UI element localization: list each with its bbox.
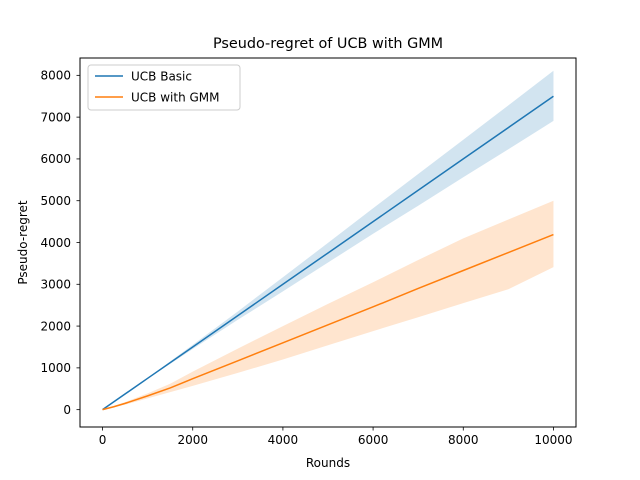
legend-label: UCB with GMM [131, 90, 220, 104]
y-tick-label: 5000 [40, 194, 71, 208]
y-tick-label: 1000 [40, 361, 71, 375]
confidence-bands [102, 70, 554, 410]
x-tick-label: 4000 [268, 433, 299, 447]
y-tick-label: 8000 [40, 69, 71, 83]
y-tick-label: 0 [63, 403, 71, 417]
x-tick-label: 2000 [177, 433, 208, 447]
y-tick-label: 4000 [40, 236, 71, 250]
x-tick-label: 0 [99, 433, 107, 447]
x-tick-label: 8000 [448, 433, 479, 447]
ucb-with-gmm-line [102, 233, 554, 411]
legend: UCB Basic UCB with GMM [87, 64, 241, 111]
y-tick-label: 7000 [40, 110, 71, 124]
ucb-with-gmm-band [102, 200, 554, 410]
series-lines [102, 95, 554, 411]
y-tick-label: 2000 [40, 319, 71, 333]
x-axis-ticks: 0 2000 4000 6000 8000 10000 [99, 427, 573, 447]
x-tick-label: 10000 [534, 433, 572, 447]
legend-label: UCB Basic [131, 69, 192, 83]
y-axis-label: Pseudo-regret [16, 200, 30, 285]
y-tick-label: 6000 [40, 152, 71, 166]
ucb-basic-line [102, 95, 554, 411]
chart-title: Pseudo-regret of UCB with GMM [213, 36, 443, 52]
x-tick-label: 6000 [358, 433, 389, 447]
legend-box [87, 64, 241, 111]
y-tick-label: 3000 [40, 278, 71, 292]
y-axis-ticks: 0 1000 2000 3000 4000 5000 6000 7000 8000 [40, 69, 80, 417]
x-axis-label: Rounds [306, 456, 350, 470]
